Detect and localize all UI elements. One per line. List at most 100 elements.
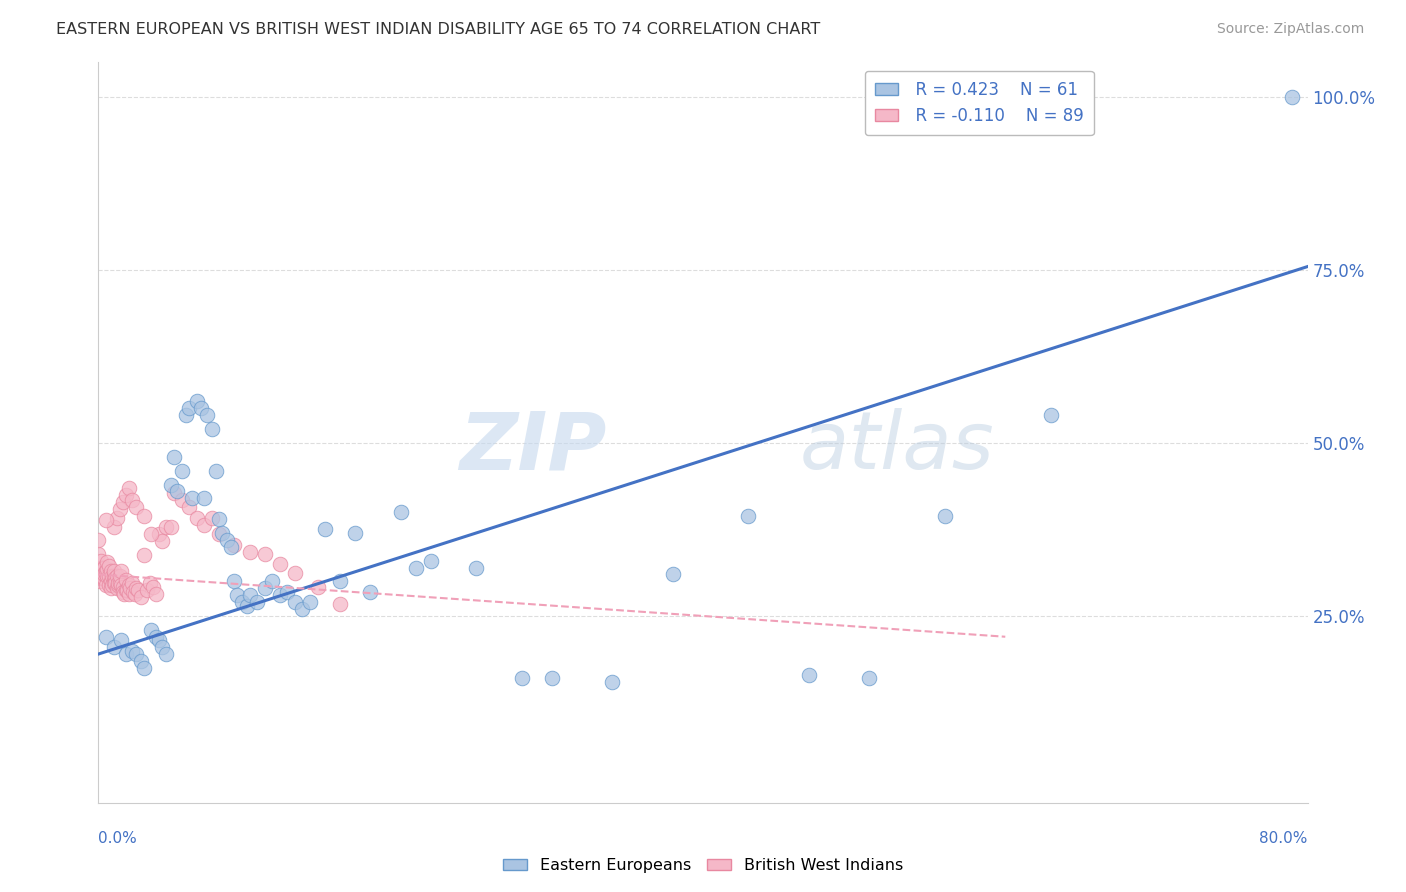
Text: atlas: atlas bbox=[800, 409, 994, 486]
Point bbox=[276, 584, 298, 599]
Point bbox=[105, 510, 128, 524]
Point bbox=[103, 520, 125, 534]
Point bbox=[89, 560, 111, 574]
Point bbox=[540, 671, 562, 685]
Legend:   R = 0.423    N = 61,   R = -0.110    N = 89: R = 0.423 N = 61, R = -0.110 N = 89 bbox=[865, 70, 1094, 135]
Point bbox=[132, 661, 155, 675]
Point bbox=[120, 582, 142, 596]
Point bbox=[100, 582, 122, 596]
Point bbox=[115, 582, 138, 597]
Point bbox=[129, 590, 152, 604]
Point bbox=[284, 566, 307, 580]
Point bbox=[405, 560, 427, 574]
Point bbox=[190, 401, 212, 416]
Point bbox=[235, 599, 257, 613]
Point bbox=[98, 559, 121, 574]
Point bbox=[121, 643, 143, 657]
Point bbox=[170, 492, 193, 507]
Point bbox=[186, 394, 208, 409]
Point bbox=[110, 633, 132, 648]
Point bbox=[107, 578, 129, 592]
Point bbox=[87, 547, 110, 561]
Point bbox=[121, 492, 143, 507]
Point bbox=[329, 597, 352, 611]
Point bbox=[231, 595, 253, 609]
Point bbox=[103, 564, 125, 578]
Point bbox=[91, 560, 114, 574]
Point bbox=[114, 582, 136, 597]
Point bbox=[299, 595, 322, 609]
Point bbox=[602, 674, 624, 689]
Point bbox=[118, 578, 141, 592]
Text: ZIP: ZIP bbox=[458, 409, 606, 486]
Point bbox=[103, 569, 125, 583]
Point bbox=[148, 527, 170, 541]
Point bbox=[239, 545, 262, 559]
Point bbox=[94, 578, 117, 592]
Point bbox=[145, 587, 167, 601]
Point bbox=[224, 538, 246, 552]
Point bbox=[201, 422, 224, 436]
Point bbox=[262, 574, 284, 589]
Point bbox=[205, 464, 228, 478]
Point bbox=[118, 587, 141, 601]
Point bbox=[93, 560, 115, 574]
Point bbox=[105, 569, 128, 583]
Point bbox=[94, 564, 117, 578]
Point bbox=[226, 588, 249, 602]
Point bbox=[160, 520, 183, 534]
Point bbox=[329, 574, 352, 589]
Point bbox=[201, 510, 224, 524]
Point bbox=[163, 450, 186, 464]
Point bbox=[104, 575, 127, 590]
Point bbox=[314, 523, 336, 537]
Point bbox=[253, 582, 276, 596]
Point bbox=[344, 525, 367, 540]
Point bbox=[139, 575, 162, 590]
Point bbox=[858, 671, 880, 685]
Point bbox=[186, 510, 208, 524]
Text: EASTERN EUROPEAN VS BRITISH WEST INDIAN DISABILITY AGE 65 TO 74 CORRELATION CHAR: EASTERN EUROPEAN VS BRITISH WEST INDIAN … bbox=[56, 22, 821, 37]
Point bbox=[111, 495, 134, 509]
Point bbox=[124, 587, 146, 601]
Point bbox=[193, 491, 215, 506]
Point bbox=[150, 640, 173, 654]
Point bbox=[181, 491, 204, 506]
Point bbox=[103, 575, 125, 590]
Point bbox=[269, 557, 291, 571]
Point bbox=[96, 555, 118, 569]
Point bbox=[179, 500, 201, 514]
Point bbox=[221, 540, 243, 554]
Point bbox=[125, 582, 148, 596]
Point bbox=[101, 569, 124, 583]
Point bbox=[110, 578, 132, 592]
Point bbox=[737, 508, 759, 523]
Point bbox=[141, 527, 163, 541]
Point bbox=[108, 569, 131, 583]
Point bbox=[118, 481, 141, 495]
Point bbox=[125, 500, 148, 514]
Point bbox=[90, 571, 112, 585]
Point bbox=[253, 547, 276, 561]
Point bbox=[91, 571, 114, 585]
Point bbox=[100, 564, 122, 578]
Text: Source: ZipAtlas.com: Source: ZipAtlas.com bbox=[1216, 22, 1364, 37]
Point bbox=[142, 580, 165, 594]
Point bbox=[90, 554, 112, 568]
Text: 80.0%: 80.0% bbox=[1260, 831, 1308, 846]
Point bbox=[179, 401, 201, 416]
Point bbox=[163, 485, 186, 500]
Point bbox=[93, 571, 115, 585]
Point bbox=[90, 560, 112, 574]
Point bbox=[797, 667, 820, 681]
Point bbox=[307, 580, 329, 594]
Legend: Eastern Europeans, British West Indians: Eastern Europeans, British West Indians bbox=[496, 852, 910, 880]
Point bbox=[135, 582, 157, 597]
Point bbox=[934, 508, 956, 523]
Point bbox=[155, 520, 177, 534]
Point bbox=[661, 567, 683, 582]
Point bbox=[89, 574, 111, 589]
Point bbox=[465, 560, 488, 574]
Point bbox=[98, 569, 121, 583]
Point bbox=[114, 573, 136, 587]
